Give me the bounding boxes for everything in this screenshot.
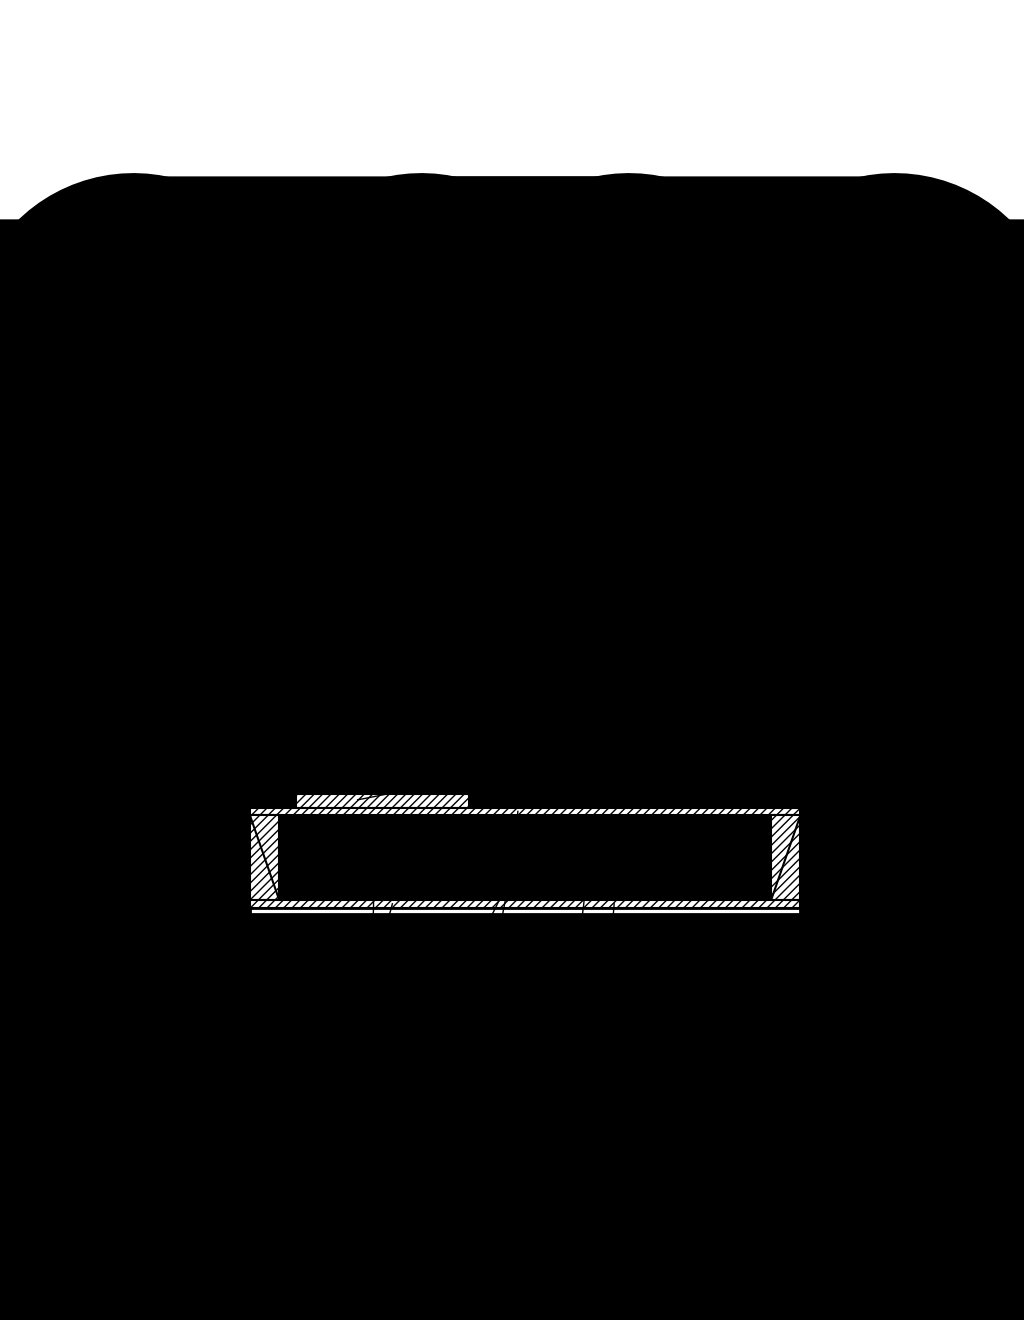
Text: 1: 1 <box>457 620 467 638</box>
Text: 2: 2 <box>213 504 225 523</box>
Bar <box>250 816 280 900</box>
Text: 2: 2 <box>485 620 497 638</box>
Bar <box>250 908 801 913</box>
Text: 1A: 1A <box>370 321 394 338</box>
Text: Nov. 4, 2010   Sheet 10 of 22: Nov. 4, 2010 Sheet 10 of 22 <box>435 199 658 213</box>
Text: PR101: PR101 <box>365 342 420 359</box>
Bar <box>250 450 801 463</box>
Bar <box>296 372 469 449</box>
Text: 1B: 1B <box>645 321 670 338</box>
Bar <box>250 808 801 816</box>
Bar <box>250 816 801 900</box>
Text: 4: 4 <box>564 620 574 638</box>
Text: 4: 4 <box>564 965 574 982</box>
Text: US 2010/0279496 A1: US 2010/0279496 A1 <box>658 199 821 213</box>
Bar <box>771 816 801 900</box>
Text: 5: 5 <box>360 965 371 982</box>
Bar <box>250 463 801 471</box>
Text: 8: 8 <box>433 342 443 359</box>
Text: 3: 3 <box>356 620 367 638</box>
Text: 2: 2 <box>213 849 225 866</box>
Text: 5: 5 <box>594 620 604 638</box>
Text: 1B: 1B <box>645 760 670 779</box>
Bar <box>250 564 801 570</box>
Text: FIG. 18: FIG. 18 <box>451 285 599 319</box>
Bar <box>771 471 801 556</box>
Bar <box>250 900 801 908</box>
Bar <box>296 793 469 808</box>
Text: 2: 2 <box>485 965 497 982</box>
Text: FIG. 19: FIG. 19 <box>451 717 599 751</box>
Bar <box>250 471 280 556</box>
Text: 5: 5 <box>594 965 604 982</box>
Text: 1: 1 <box>457 965 467 982</box>
Text: 5: 5 <box>383 620 394 638</box>
Text: 2: 2 <box>827 504 839 523</box>
Bar <box>250 556 801 564</box>
Text: 1A: 1A <box>370 760 394 779</box>
Text: 8: 8 <box>433 766 443 783</box>
Bar <box>250 471 801 556</box>
Text: Patent Application Publication: Patent Application Publication <box>208 199 447 213</box>
Text: 3: 3 <box>360 965 371 982</box>
Text: 2: 2 <box>827 849 839 866</box>
